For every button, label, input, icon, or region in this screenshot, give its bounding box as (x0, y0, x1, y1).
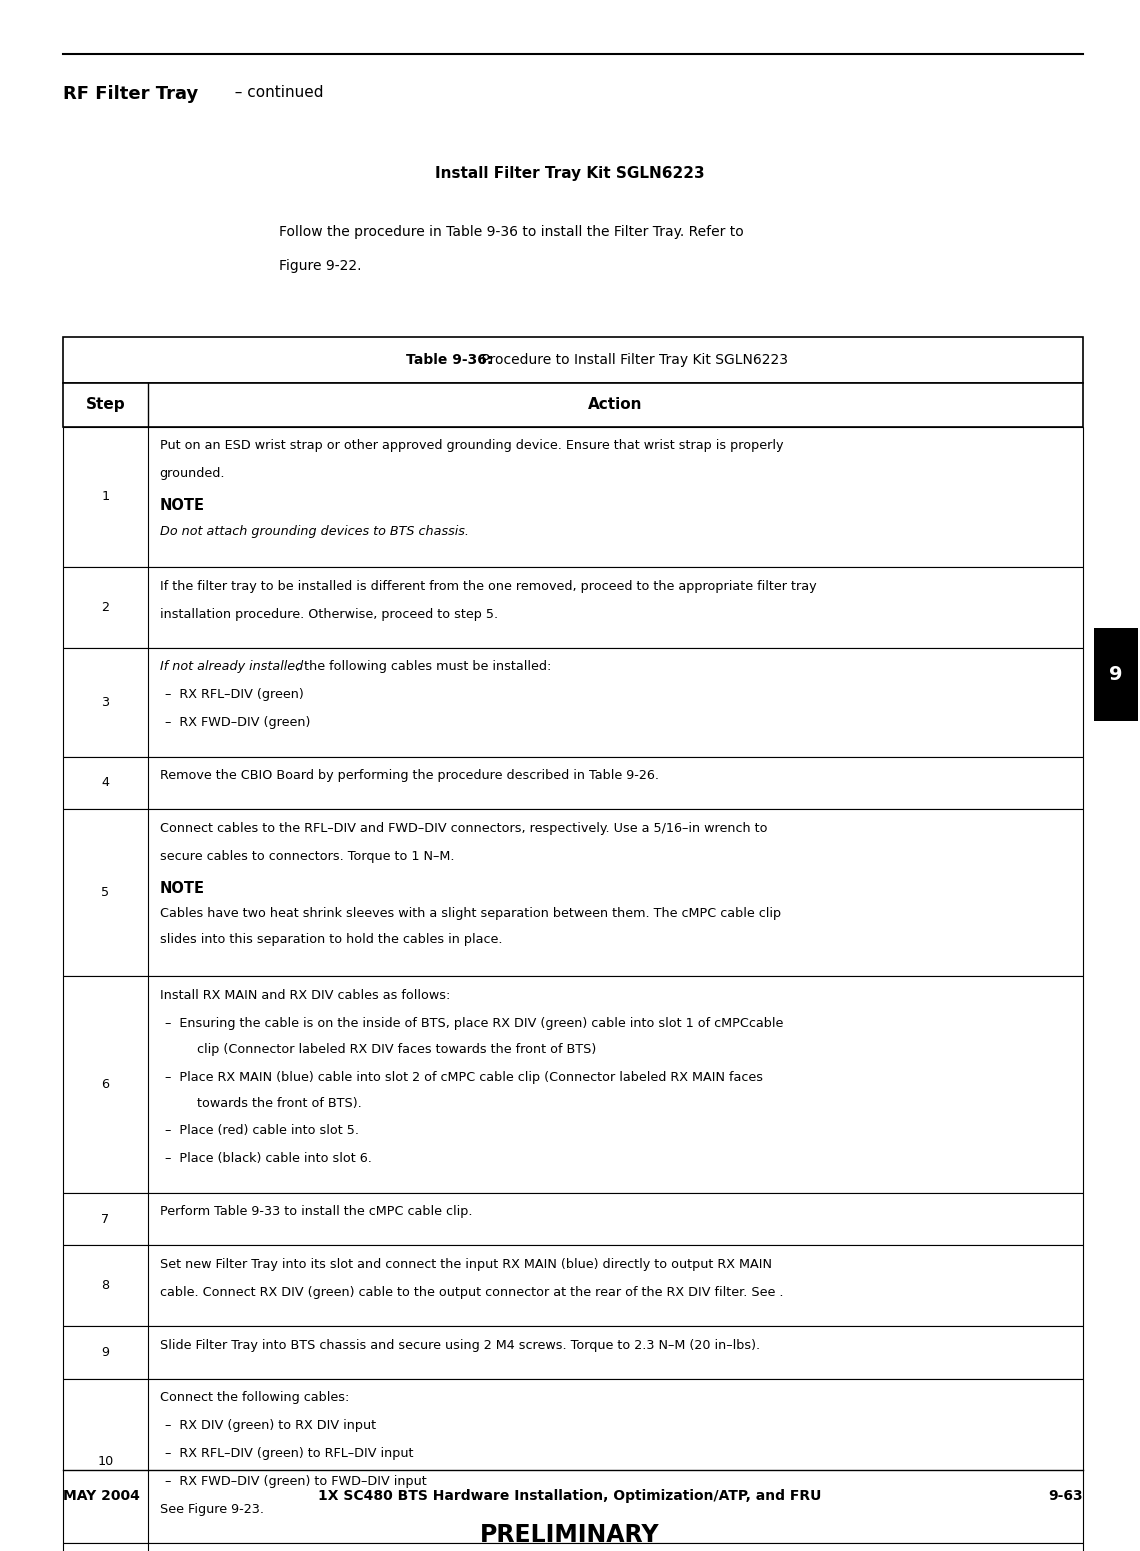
Text: PRELIMINARY: PRELIMINARY (480, 1523, 660, 1546)
Text: clip (Connector labeled RX DIV faces towards the front of BTS): clip (Connector labeled RX DIV faces tow… (185, 1042, 596, 1056)
Text: 5: 5 (101, 886, 109, 900)
Text: –  RX RFL–DIV (green): – RX RFL–DIV (green) (165, 689, 304, 701)
Bar (63, 1543, 1083, 1551)
Text: cable. Connect RX DIV (green) cable to the output connector at the rear of the R: cable. Connect RX DIV (green) cable to t… (160, 1286, 783, 1298)
Text: –  Place (red) cable into slot 5.: – Place (red) cable into slot 5. (165, 1124, 359, 1137)
Text: Slide Filter Tray into BTS chassis and secure using 2 M4 screws. Torque to 2.3 N: Slide Filter Tray into BTS chassis and s… (160, 1339, 759, 1351)
Text: 2: 2 (101, 602, 109, 614)
Text: –  RX DIV (green) to RX DIV input: – RX DIV (green) to RX DIV input (165, 1419, 376, 1432)
Text: Install RX MAIN and RX DIV cables as follows:: Install RX MAIN and RX DIV cables as fol… (160, 988, 450, 1002)
Bar (1094, 628, 1138, 721)
Text: 1X SC480 BTS Hardware Installation, Optimization/ATP, and FRU: 1X SC480 BTS Hardware Installation, Opti… (318, 1489, 822, 1503)
Text: – continued: – continued (225, 85, 323, 101)
Text: installation procedure. Otherwise, proceed to step 5.: installation procedure. Otherwise, proce… (160, 608, 498, 620)
Bar (63, 1379, 1083, 1543)
Text: –  Place (black) cable into slot 6.: – Place (black) cable into slot 6. (165, 1152, 372, 1165)
Text: –  Place RX MAIN (blue) cable into slot 2 of cMPC cable clip (Connector labeled : – Place RX MAIN (blue) cable into slot 2… (165, 1070, 764, 1084)
Text: 9: 9 (101, 1346, 109, 1359)
Text: Connect the following cables:: Connect the following cables: (160, 1391, 349, 1404)
Bar (63, 427, 1083, 568)
Text: –  RX FWD–DIV (green) to FWD–DIV input: – RX FWD–DIV (green) to FWD–DIV input (165, 1475, 428, 1487)
Text: MAY 2004: MAY 2004 (63, 1489, 139, 1503)
Text: Put on an ESD wrist strap or other approved grounding device. Ensure that wrist : Put on an ESD wrist strap or other appro… (160, 439, 783, 451)
Text: 9-63: 9-63 (1049, 1489, 1083, 1503)
Text: Action: Action (588, 397, 643, 413)
Text: Remove the CBIO Board by performing the procedure described in Table 9-26.: Remove the CBIO Board by performing the … (160, 769, 659, 782)
Text: Do not attach grounding devices to BTS chassis.: Do not attach grounding devices to BTS c… (160, 524, 469, 538)
Text: See Figure 9-23.: See Figure 9-23. (160, 1503, 263, 1515)
Text: slides into this separation to hold the cables in place.: slides into this separation to hold the … (160, 934, 502, 946)
Text: Install Filter Tray Kit SGLN6223: Install Filter Tray Kit SGLN6223 (435, 166, 705, 181)
Text: Table 9-36:: Table 9-36: (407, 352, 492, 368)
Text: –  Ensuring the cable is on the inside of BTS, place RX DIV (green) cable into s: – Ensuring the cable is on the inside of… (165, 1016, 783, 1030)
Bar (63, 337, 1083, 383)
Text: Procedure to Install Filter Tray Kit SGLN6223: Procedure to Install Filter Tray Kit SGL… (477, 352, 788, 368)
Text: 3: 3 (101, 696, 109, 709)
Text: –  RX RFL–DIV (green) to RFL–DIV input: – RX RFL–DIV (green) to RFL–DIV input (165, 1447, 414, 1459)
Text: Step: Step (86, 397, 125, 413)
Text: Set new Filter Tray into its slot and connect the input RX MAIN (blue) directly : Set new Filter Tray into its slot and co… (160, 1258, 772, 1270)
Bar (63, 1326, 1083, 1379)
Text: 7: 7 (101, 1213, 109, 1225)
Bar (63, 383, 1083, 427)
Text: 6: 6 (101, 1078, 109, 1090)
Text: 10: 10 (97, 1455, 114, 1467)
Text: Perform Table 9-33 to install the cMPC cable clip.: Perform Table 9-33 to install the cMPC c… (160, 1205, 472, 1218)
Text: If not already installed: If not already installed (160, 661, 303, 673)
Text: Figure 9-22.: Figure 9-22. (279, 259, 361, 273)
Text: grounded.: grounded. (160, 467, 225, 479)
Bar (63, 568, 1083, 648)
Text: 9: 9 (1109, 665, 1123, 684)
Text: towards the front of BTS).: towards the front of BTS). (185, 1097, 361, 1109)
Bar (63, 976, 1083, 1193)
Text: 1: 1 (101, 490, 109, 504)
Text: 4: 4 (101, 777, 109, 789)
Bar (63, 1245, 1083, 1326)
Text: , the following cables must be installed:: , the following cables must be installed… (296, 661, 552, 673)
Text: secure cables to connectors. Torque to 1 N–M.: secure cables to connectors. Torque to 1… (160, 850, 454, 862)
Bar (63, 1193, 1083, 1245)
Text: Follow the procedure in Table 9-36 to install the Filter Tray. Refer to: Follow the procedure in Table 9-36 to in… (279, 225, 744, 239)
Bar (63, 757, 1083, 810)
Text: Connect cables to the RFL–DIV and FWD–DIV connectors, respectively. Use a 5/16–i: Connect cables to the RFL–DIV and FWD–DI… (160, 822, 767, 834)
Text: –  RX FWD–DIV (green): – RX FWD–DIV (green) (165, 717, 311, 729)
Text: NOTE: NOTE (160, 881, 204, 896)
Text: Cables have two heat shrink sleeves with a slight separation between them. The c: Cables have two heat shrink sleeves with… (160, 907, 781, 920)
Bar (63, 810, 1083, 976)
Text: If the filter tray to be installed is different from the one removed, proceed to: If the filter tray to be installed is di… (160, 580, 816, 592)
Text: NOTE: NOTE (160, 498, 204, 513)
Bar (63, 648, 1083, 757)
Text: RF Filter Tray: RF Filter Tray (63, 85, 198, 104)
Text: 8: 8 (101, 1280, 109, 1292)
